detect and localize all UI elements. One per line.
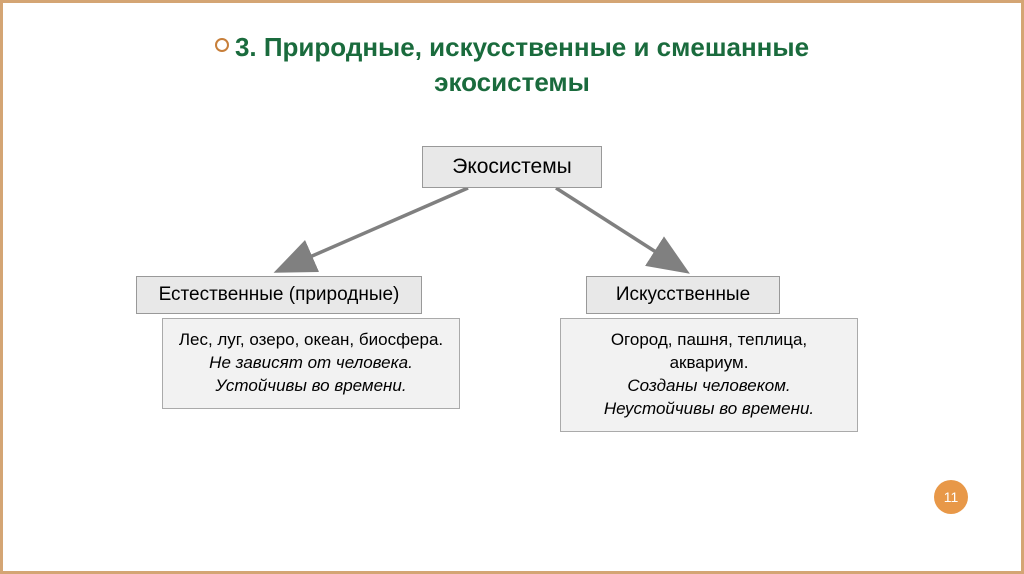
detail-artificial-note2: Неустойчивы во времени. — [575, 398, 843, 421]
title-area: 3. Природные, искусственные и смешанные … — [8, 6, 1016, 118]
detail-natural-note2: Устойчивы во времени. — [177, 375, 445, 398]
bullet-icon — [215, 38, 229, 52]
detail-artificial-note1: Созданы человеком. — [575, 375, 843, 398]
branch-natural-label: Естественные (природные) — [159, 284, 400, 305]
root-label: Экосистемы — [452, 155, 572, 178]
detail-artificial: Огород, пашня, теплица, аквариум. Создан… — [560, 318, 858, 432]
detail-artificial-examples: Огород, пашня, теплица, аквариум. — [611, 330, 807, 372]
title-line-2: экосистемы — [8, 65, 1016, 100]
page-number-badge: 11 — [934, 480, 968, 514]
detail-natural: Лес, луг, озеро, океан, биосфера. Не зав… — [162, 318, 460, 409]
detail-natural-examples: Лес, луг, озеро, океан, биосфера. — [179, 330, 443, 349]
branch-artificial-label: Искусственные — [616, 284, 750, 305]
page-number: 11 — [944, 489, 959, 505]
branch-artificial: Искусственные — [586, 276, 780, 314]
title-line-1: 3. Природные, искусственные и смешанные — [235, 32, 809, 62]
root-node: Экосистемы — [422, 146, 602, 188]
branch-natural: Естественные (природные) — [136, 276, 422, 314]
frame-left — [0, 3, 3, 571]
ecosystem-diagram: Экосистемы Естественные (природные) Иску… — [132, 146, 892, 456]
detail-natural-note1: Не зависят от человека. — [177, 352, 445, 375]
content-frame: 3. Природные, искусственные и смешанные … — [8, 6, 1016, 568]
